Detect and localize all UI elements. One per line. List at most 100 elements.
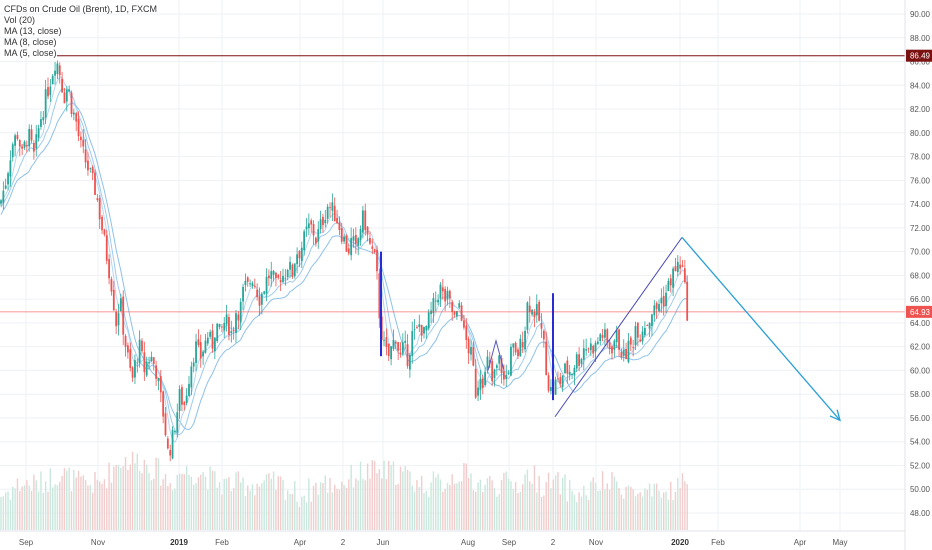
volume-bar — [160, 485, 162, 530]
volume-bar — [411, 485, 413, 530]
volume-bar — [336, 488, 338, 530]
indicator-vol[interactable]: Vol (20) — [4, 15, 36, 25]
candle-body — [65, 89, 68, 102]
candle-body — [197, 339, 200, 345]
candle-body — [115, 311, 118, 327]
candle-body — [47, 87, 49, 97]
candle-body — [2, 190, 5, 204]
trend-line[interactable] — [554, 237, 683, 418]
volume-bar — [91, 492, 94, 530]
candle-body — [646, 324, 649, 326]
y-tick-label: 70.00 — [910, 248, 931, 257]
candle-body — [310, 220, 313, 225]
volume-bar — [258, 486, 261, 530]
x-tick-label: Sep — [19, 538, 34, 547]
volume-bar — [446, 483, 449, 530]
volume-bar — [357, 480, 359, 530]
volume-bar — [655, 483, 658, 530]
volume-bar — [576, 502, 578, 530]
volume-bar — [618, 488, 620, 530]
candle-body — [406, 344, 409, 367]
volume-bar — [580, 496, 583, 530]
volume-bar — [77, 470, 80, 530]
forecast-arrow-line[interactable] — [681, 236, 841, 421]
volume-bar — [376, 473, 378, 530]
volume-bar — [399, 466, 402, 530]
candle-body — [390, 346, 392, 360]
chart-grid — [0, 0, 905, 530]
candle-body — [272, 271, 275, 275]
candle-body — [439, 284, 442, 299]
candle-body — [470, 347, 472, 355]
time-axis[interactable]: Sep Nov 2019 Feb Apr 2 Jun Aug Sep 2 Nov 2020 Feb Apr… — [0, 530, 905, 547]
candle-body — [305, 226, 308, 230]
volume-bar — [268, 473, 270, 530]
indicator-ma5[interactable]: MA (5, close) — [4, 48, 57, 58]
volume-bar — [460, 481, 463, 530]
volume-bar — [263, 480, 265, 530]
candle-body — [521, 341, 524, 348]
candle-body — [667, 280, 670, 292]
volume-bar — [639, 492, 641, 530]
volume-bar — [613, 476, 616, 530]
candle-body — [56, 63, 59, 74]
candle-body — [131, 367, 134, 378]
volume-bar — [465, 463, 467, 530]
candle-body — [145, 361, 148, 376]
indicator-ma13[interactable]: MA (13, close) — [4, 26, 62, 36]
candle-body — [676, 261, 679, 273]
volume-bar — [679, 488, 681, 530]
candle-body — [394, 341, 397, 344]
volume-bar — [122, 466, 124, 530]
volume-bar — [16, 478, 19, 530]
volume-bar — [552, 479, 554, 530]
volume-bar — [620, 494, 623, 530]
volume-bar — [326, 492, 329, 530]
volume-bar — [178, 473, 181, 530]
volume-bar — [519, 491, 522, 530]
candle-body — [61, 78, 63, 93]
candle-body — [648, 322, 651, 329]
volume-bar — [312, 486, 315, 530]
candle-body — [458, 303, 461, 308]
candle-body — [315, 237, 317, 244]
small-arrow-drawing — [487, 338, 505, 371]
candle-body — [582, 348, 585, 360]
volume-bar — [188, 474, 190, 530]
volume-bar — [500, 480, 503, 530]
candle-body — [70, 92, 73, 115]
candle-body — [51, 75, 54, 85]
volume-bar — [428, 496, 430, 530]
volume-bar — [404, 466, 406, 530]
candle-body — [512, 343, 515, 348]
candle-body — [611, 346, 613, 354]
volume-bar — [171, 490, 174, 530]
volume-bar — [486, 478, 489, 530]
candle-body — [169, 450, 172, 456]
candle-body — [625, 349, 627, 359]
y-tick-label: 52.00 — [910, 461, 931, 470]
candle-body — [228, 317, 230, 335]
chart-legend: CFDs on Crude Oil (Brent), 1D, FXCM Vol … — [4, 4, 157, 59]
volume-bar — [157, 458, 160, 530]
candle-body — [134, 360, 136, 378]
volume-bar — [61, 475, 63, 530]
candle-body — [312, 223, 315, 236]
candle-body — [644, 328, 646, 335]
indicator-ma8[interactable]: MA (8, close) — [4, 37, 57, 47]
volume-bar — [467, 478, 470, 530]
volume-bar — [21, 486, 23, 530]
price-levels — [0, 55, 905, 313]
volume-bars — [0, 451, 688, 530]
volume-bar — [406, 469, 409, 530]
volume-bar — [244, 495, 247, 530]
x-tick-label: 2020 — [671, 538, 689, 547]
volume-bar — [80, 476, 82, 530]
candle-body — [608, 342, 611, 350]
price-axis[interactable]: 90.00 88.00 86.00 84.00 82.00 80.00 78.00 76.00… — [904, 0, 932, 550]
candle-body — [9, 160, 12, 177]
volume-bar — [237, 471, 240, 530]
candle-body — [4, 185, 7, 189]
volume-bar — [261, 483, 263, 530]
